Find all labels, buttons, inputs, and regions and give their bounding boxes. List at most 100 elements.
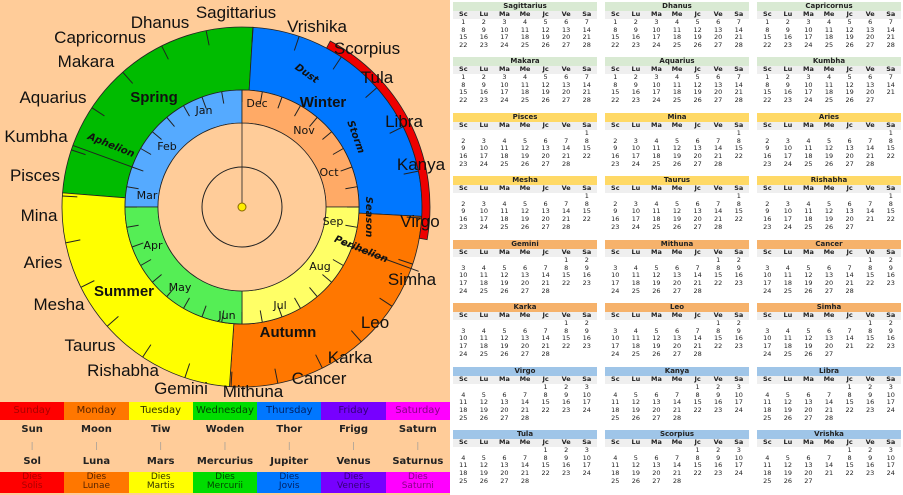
dies-genitive: Lunae [82,481,111,491]
calendar-day: 3 [461,263,466,272]
calendar-day: 27 [562,41,571,50]
day-header: Me [671,184,683,192]
calendar-day: 7 [716,199,721,208]
calendar-day: 2 [633,72,638,81]
calendar-day [687,415,708,423]
calendar-week-row: 1 2 3 [453,446,597,455]
calendar-week-row: 3 4 5 6 7 8 9 [453,326,597,336]
day-header: Sc [459,65,468,73]
day-header: Lu [783,184,793,192]
calendar-day: 12 [500,271,509,280]
calendar-day: 7 [695,263,700,272]
calendar-day [819,478,840,486]
calendar-day: 15 [459,88,468,97]
calendar-day: 17 [611,279,620,288]
calendar-day: 13 [845,207,854,216]
calendar-day: 25 [500,159,509,168]
calendar-day: 20 [652,469,661,478]
day-header: Sc [611,65,620,73]
day-header: Sc [611,184,620,192]
calendar-day [839,415,860,423]
calendar-day: 18 [804,215,813,224]
calendar-day: 12 [824,207,834,216]
calendar-day: 1 [695,382,700,391]
calendar-day: 10 [886,453,895,462]
calendar-day: 13 [845,144,854,153]
day-header: Ma [499,65,510,73]
day-header: Sc [763,375,772,383]
separator-mark: | [159,441,163,450]
calendar-day: 17 [783,152,792,161]
day-header: Jc [542,248,549,256]
calendar-day: 23 [763,222,772,231]
calendar-day: 24 [611,349,620,358]
calendar-day: 27 [845,159,854,168]
calendar-day-headers: Sc Lu Ma Me Jc Ve Sa [605,65,749,74]
calendar-day: 21 [582,33,591,42]
calendar-day: 24 [804,41,813,50]
calendar-day: 28 [714,222,723,231]
calendar-day: 15 [693,398,702,407]
calendar-day: 13 [652,461,661,470]
day-header: Jc [542,184,549,192]
calendar-day: 4 [654,136,659,145]
calendar-week-row: 17 18 19 20 21 22 23 [605,342,749,351]
calendar-day: 25 [479,349,488,358]
day-header: Sa [734,10,744,18]
day-header: Ma [651,375,662,383]
calendar-week-row: 8 9 10 11 12 13 14 [757,26,901,35]
calendar-day: 7 [674,390,680,399]
calendar-week-row: 2 3 4 5 6 7 8 [605,136,749,146]
calendar-day: 3 [502,17,507,26]
calendar-day: 4 [461,390,466,399]
calendar-day: 8 [564,326,569,335]
calendar-day: 6 [716,72,721,81]
calendar-day: 5 [826,199,832,208]
calendar-month: Leo Sc Lu Ma Me Jc Ve Sa 1 2 3 4 5 6 7 8 9 10 11 12 13 14 15 16… [605,303,749,359]
calendar-day: 15 [886,144,895,153]
calendar-month-title: Taurus [605,176,749,185]
zodiac-label: Taurus [64,336,115,355]
calendar-day: 7 [826,453,832,462]
calendar-day: 27 [804,476,813,485]
calendar-day: 20 [562,33,571,42]
inner-tick [166,117,175,127]
calendar-day: 17 [886,461,895,470]
calendar-day: 26 [824,222,834,231]
calendar-day: 21 [714,215,723,224]
day-header: Sc [611,311,620,319]
calendar-day: 21 [693,342,702,351]
calendar-day: 13 [520,334,530,343]
day-header: Sc [459,121,468,129]
day-header: Sc [763,121,772,129]
calendar-month: Tula Sc Lu Ma Me Jc Ve Sa 1 2 3 4 5 6 7 8 9 10 11 12 13 14 15 1… [453,430,597,486]
calendar-day: 24 [783,222,792,231]
calendar-day: 1 [765,72,770,81]
calendar-day: 28 [672,413,682,422]
calendar-month: Libra Sc Lu Ma Me Jc Ve Sa 1 2 3 4 5 6 7 8 9 10 11 12 13 14 15… [757,367,901,423]
day-header: Jc [542,10,549,18]
calendar-day: 4 [765,390,770,399]
separator-mark: | [416,441,420,450]
calendar-day: 20 [541,215,550,224]
calendar-day: 2 [584,255,589,264]
calendar-day [576,415,597,423]
day-header: Sa [734,121,744,129]
calendar-day: 25 [763,413,772,422]
calendar-day: 5 [633,453,638,462]
calendar-day: 25 [763,476,772,485]
outer-tick [403,170,419,175]
calendar-day: 4 [826,72,832,81]
calendar-day: 12 [652,271,661,280]
calendar-day: 8 [765,80,770,89]
calendar-day: 17 [500,88,509,97]
calendar-day: 12 [541,25,550,34]
calendar-day: 17 [734,398,743,407]
calendar-day: 25 [611,413,620,422]
calendar-day: 27 [520,286,530,295]
day-header: Sc [611,10,620,18]
day-header: Ma [803,121,814,129]
calendar-day: 11 [500,144,509,153]
calendar-day: 23 [562,469,571,478]
calendar-day [708,288,729,296]
